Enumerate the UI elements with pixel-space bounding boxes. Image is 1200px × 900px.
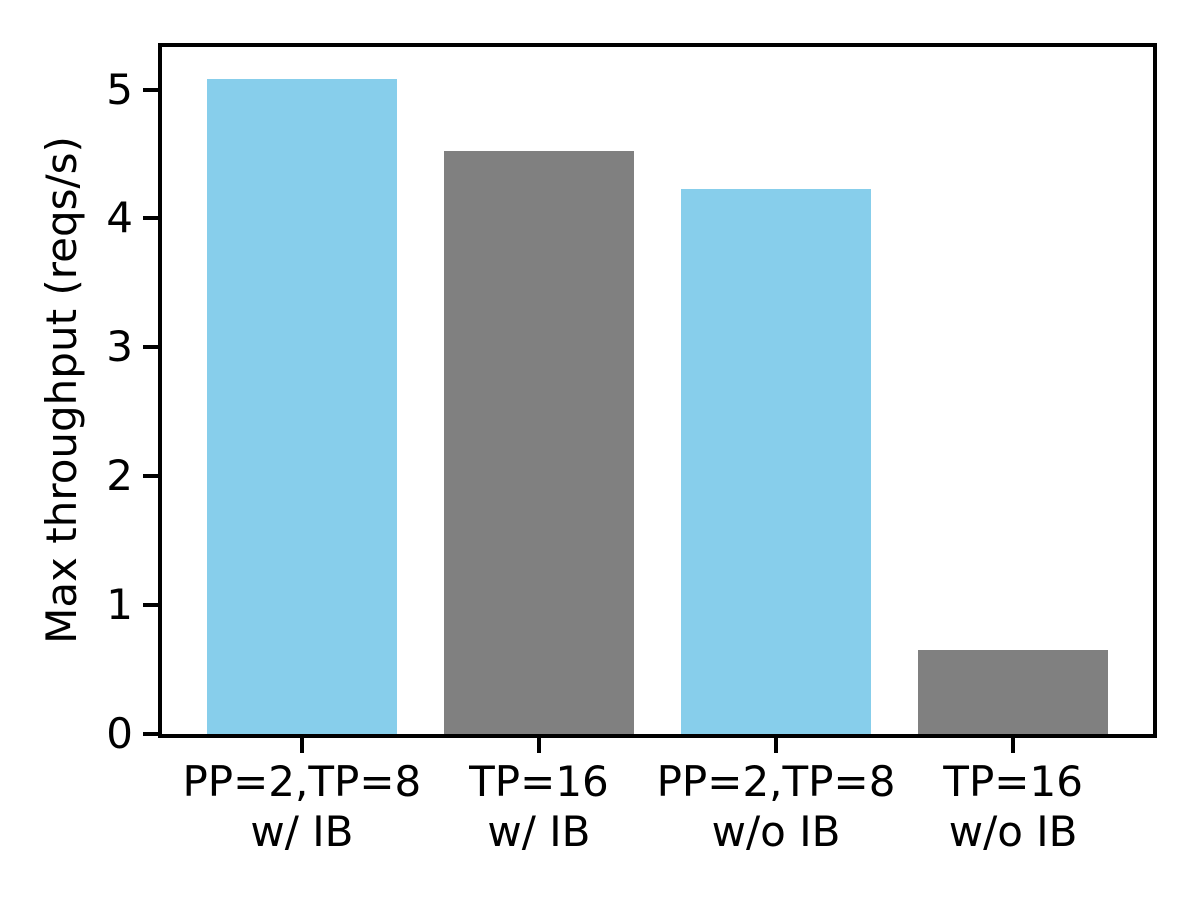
x-tick-label-line: w/o IB: [711, 807, 841, 856]
bars-container: [162, 47, 1153, 734]
bar-0: [207, 79, 397, 734]
y-tick-label-1: 1: [106, 580, 133, 630]
x-tick-label-0: PP=2,TP=8 w/ IB: [152, 757, 452, 857]
x-tick-label-2: PP=2,TP=8 w/o IB: [626, 757, 926, 857]
x-tick-label-1: TP=16 w/ IB: [389, 757, 689, 857]
y-tick-mark-0: [143, 732, 158, 736]
bar-3: [918, 650, 1108, 734]
bar-2: [681, 188, 871, 734]
y-tick-mark-1: [143, 603, 158, 608]
x-tick-label-line: w/ IB: [487, 807, 591, 856]
x-tick-label-line: w/ IB: [250, 807, 354, 856]
x-tick-mark-2: [774, 738, 779, 753]
x-tick-label-line: PP=2,TP=8: [182, 757, 422, 806]
y-tick-label-5: 5: [106, 64, 133, 114]
y-tick-label-2: 2: [106, 451, 133, 501]
y-tick-mark-3: [143, 345, 158, 350]
y-tick-label-4: 4: [106, 193, 133, 243]
x-tick-label-line: TP=16: [943, 757, 1083, 806]
y-tick-mark-2: [143, 474, 158, 479]
plot-area: [158, 43, 1157, 738]
y-tick-label-3: 3: [106, 322, 133, 372]
y-tick-mark-5: [143, 87, 158, 92]
x-tick-label-line: TP=16: [469, 757, 609, 806]
x-tick-label-line: w/o IB: [948, 807, 1078, 856]
x-tick-label-3: TP=16 w/o IB: [863, 757, 1163, 857]
x-tick-label-line: PP=2,TP=8: [656, 757, 896, 806]
x-tick-mark-3: [1011, 738, 1016, 753]
y-tick-label-0: 0: [106, 709, 133, 758]
y-tick-mark-4: [143, 216, 158, 221]
bar-1: [444, 151, 634, 734]
x-tick-mark-1: [536, 738, 541, 753]
x-tick-mark-0: [299, 738, 304, 753]
